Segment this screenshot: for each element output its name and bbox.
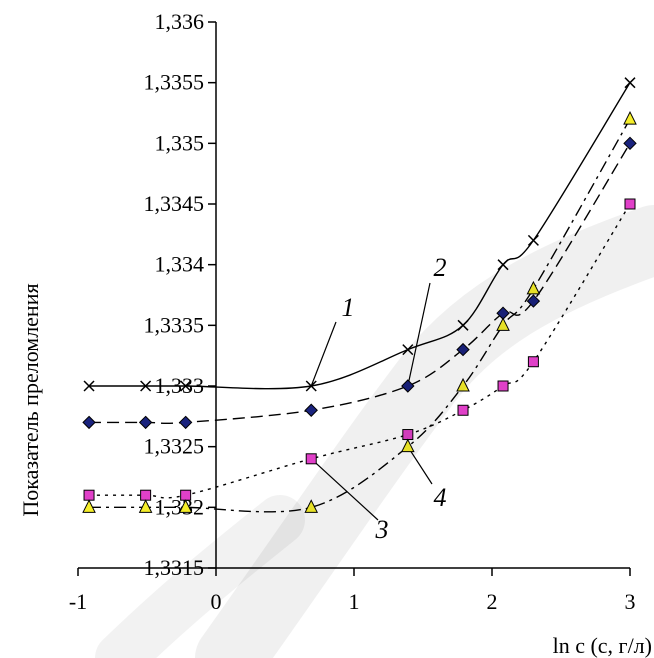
series-line-4 (89, 118, 631, 513)
callout-leader-3 (310, 458, 379, 521)
data-point-series-3 (305, 453, 317, 465)
data-point-series-4 (623, 110, 637, 125)
data-point-series-4 (456, 377, 470, 392)
data-point-series-4 (138, 499, 153, 513)
data-point-series-2 (401, 379, 415, 393)
callout-label-3: 3 (375, 515, 389, 544)
data-point-series-1 (140, 380, 152, 392)
x-marker-stroke (180, 380, 192, 392)
data-point-series-1 (497, 259, 509, 271)
x-marker-stroke (457, 319, 469, 331)
y-tick-label: 1,3335 (144, 312, 205, 337)
callout-label-2: 2 (434, 253, 447, 282)
data-point-series-3 (497, 380, 509, 392)
x-marker-stroke (305, 380, 317, 392)
x-tick-label: 2 (487, 589, 498, 614)
x-tick-label: -1 (69, 589, 87, 614)
data-point-series-1 (83, 380, 95, 392)
y-tick-label: 1,3355 (144, 70, 205, 95)
data-point-series-1 (305, 380, 317, 392)
data-point-series-3 (457, 404, 469, 416)
y-tick-label: 1,334 (155, 252, 205, 277)
data-point-series-1 (402, 344, 414, 356)
y-tick-label: 1,336 (155, 9, 205, 34)
data-point-series-2 (178, 415, 193, 430)
data-point-series-2 (304, 403, 318, 417)
x-tick-label: 0 (211, 589, 222, 614)
data-point-series-4 (526, 280, 541, 295)
series-line-2 (89, 142, 631, 424)
data-point-series-2 (82, 415, 96, 430)
x-marker-stroke (624, 77, 636, 89)
axes (77, 21, 631, 576)
x-marker-stroke (140, 380, 152, 392)
y-tick-label: 1,335 (155, 130, 205, 155)
data-point-series-4 (82, 499, 96, 513)
data-point-series-1 (180, 380, 192, 392)
data-point-series-2 (526, 294, 541, 308)
callout-leader-2 (407, 282, 431, 387)
series-markers (82, 77, 637, 513)
x-marker-stroke (527, 234, 539, 246)
x-marker-stroke (83, 380, 95, 392)
data-point-series-1 (457, 319, 469, 331)
data-point-series-4 (401, 438, 415, 453)
tick-labels: 1,33151,3321,33251,3331,33351,3341,33451… (69, 9, 636, 614)
data-point-series-3 (180, 489, 192, 501)
x-tick-label: 1 (349, 589, 360, 614)
data-point-series-4 (496, 317, 510, 331)
data-point-series-3 (624, 198, 636, 210)
callout-leader-4 (407, 446, 433, 485)
series-line-1 (89, 82, 631, 390)
data-point-series-2 (138, 415, 153, 430)
callout-label-1: 1 (342, 293, 355, 322)
data-point-series-3 (402, 429, 414, 441)
data-point-series-2 (623, 136, 637, 151)
series-callouts: 1 2 3 4 (310, 253, 447, 544)
x-axis-label: ln c (c, г/л) (553, 633, 652, 658)
y-tick-label: 1,332 (155, 494, 205, 519)
y-tick-label: 1,3325 (144, 434, 205, 459)
y-tick-label: 1,3345 (144, 191, 205, 216)
x-marker-stroke (402, 344, 414, 356)
x-tick-label: 3 (625, 589, 636, 614)
callout-label-4: 4 (434, 483, 447, 512)
y-tick-label: 1,3315 (144, 555, 205, 580)
data-point-series-2 (456, 342, 470, 357)
y-axis-label: Показатель преломления (18, 283, 43, 516)
data-point-series-1 (527, 234, 539, 246)
data-point-series-4 (304, 499, 319, 513)
data-point-series-3 (140, 489, 152, 501)
data-point-series-3 (527, 356, 539, 368)
data-point-series-3 (83, 489, 95, 501)
data-point-series-1 (624, 77, 636, 89)
callout-leader-1 (310, 321, 337, 387)
data-point-series-4 (178, 499, 193, 513)
x-marker-stroke (497, 259, 509, 271)
series-line-3 (89, 203, 631, 499)
